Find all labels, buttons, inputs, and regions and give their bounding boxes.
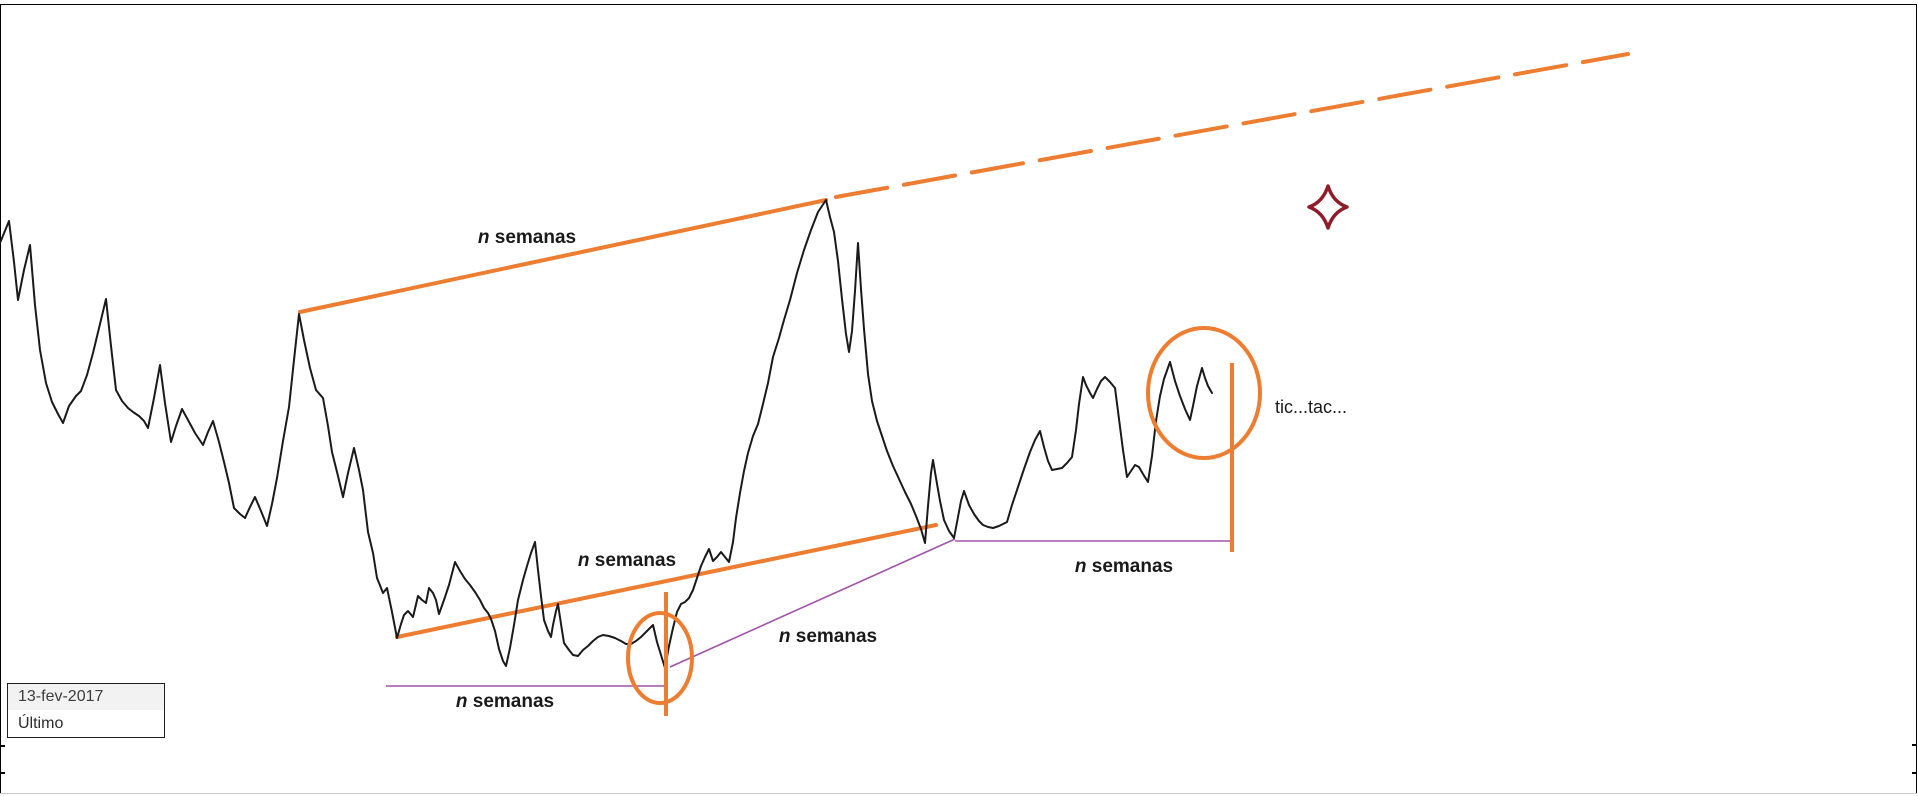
data-window-last: Último <box>8 710 164 737</box>
right-axis-tick <box>1912 744 1917 746</box>
frame-top-border <box>0 4 1917 5</box>
price-axis-left <box>0 4 1 794</box>
label-n-semanas-bottom-left: n semanas <box>456 691 554 712</box>
breakout-circle-small <box>626 611 694 705</box>
upper-trendline-projection <box>834 52 1630 199</box>
label-n-semanas-top: n semanas <box>478 227 576 248</box>
measure-line-diagonal <box>669 538 956 668</box>
price-line <box>0 199 1213 669</box>
sparkle-star-icon <box>1307 184 1349 230</box>
label-n-semanas-lower-channel: n semanas <box>578 550 676 571</box>
label-n-semanas-right: n semanas <box>1075 556 1173 577</box>
lower-trendline <box>395 523 938 639</box>
label-tic-tac: tic...tac... <box>1275 397 1347 417</box>
label-n-semanas-diagonal: n semanas <box>779 626 877 647</box>
right-axis-tick <box>1912 772 1917 774</box>
breakout-circle-large <box>1146 326 1262 460</box>
left-axis-tick <box>0 745 5 747</box>
price-axis-right <box>1916 4 1917 794</box>
upper-trendline <box>298 198 828 314</box>
left-axis-tick <box>0 772 5 774</box>
data-window: 13-fev-2017 Último <box>7 683 165 738</box>
frame-bottom-border <box>0 793 1917 794</box>
data-window-date: 13-fev-2017 <box>8 684 164 710</box>
